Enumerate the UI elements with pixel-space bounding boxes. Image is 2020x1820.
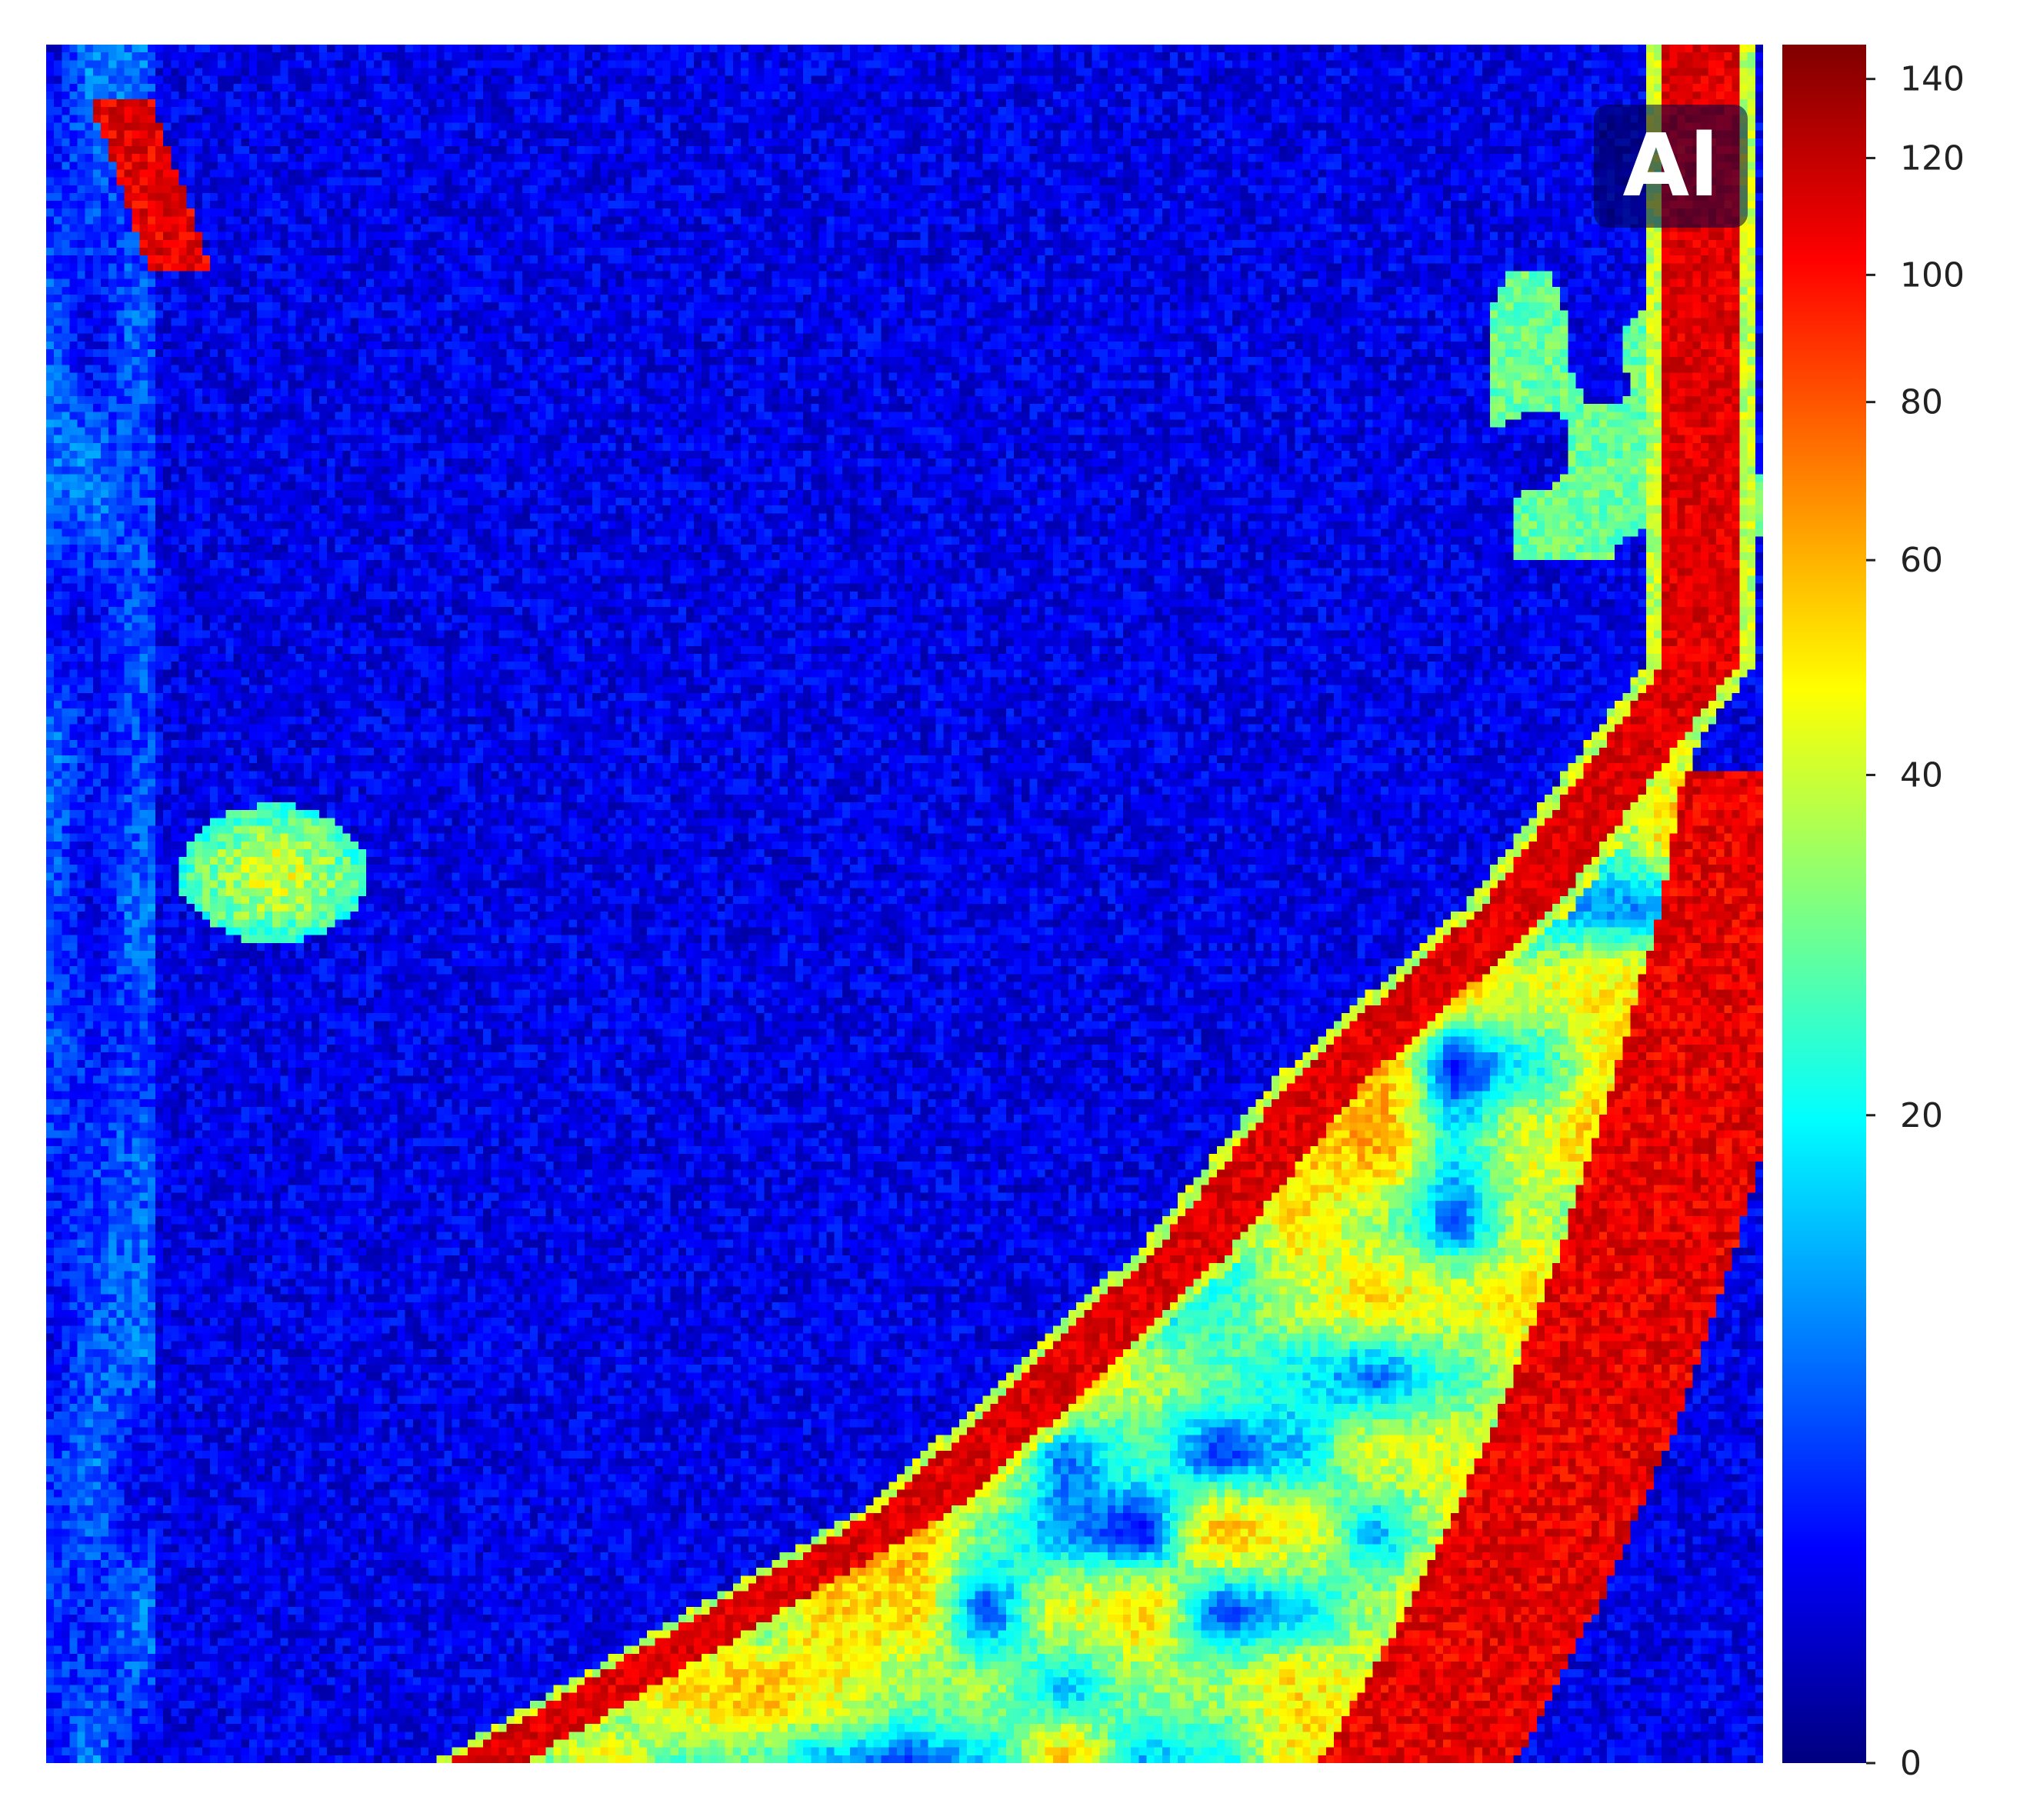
element-label: Al	[1622, 116, 1719, 216]
colorbar-tick-label: 20	[1900, 1096, 1943, 1135]
colorbar-tick-label: 0	[1900, 1744, 1922, 1783]
colorbar-tick-label: 140	[1900, 60, 1965, 99]
element-badge: Al	[1594, 105, 1748, 228]
colorbar-tick-label: 120	[1900, 138, 1965, 178]
colorbar-ticks: 0 20 40 60 80 100 120 140	[1866, 60, 1965, 1783]
heatmap-area: Al	[46, 45, 1763, 1763]
colorbar-tick-label: 40	[1900, 755, 1943, 795]
colorbar-tick-label: 100	[1900, 255, 1965, 295]
colorbar-tick-label: 60	[1900, 541, 1943, 580]
colorbar-bar	[1782, 45, 1866, 1763]
heatmap-image	[46, 45, 1763, 1763]
colorbar-tick-label: 80	[1900, 383, 1943, 422]
